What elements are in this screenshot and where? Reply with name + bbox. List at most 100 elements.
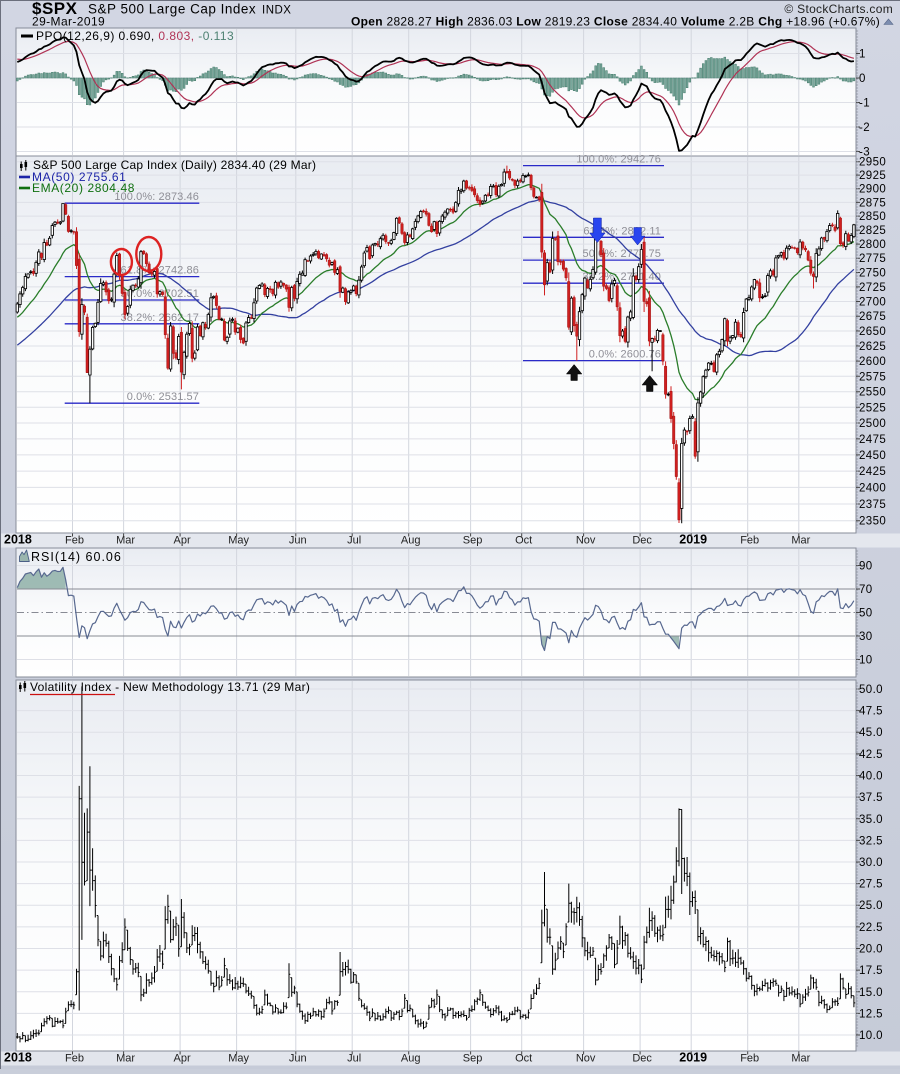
svg-text:10: 10 [859, 655, 873, 667]
svg-text:2800: 2800 [859, 239, 886, 251]
svg-text:0.0%: 2600.76: 0.0%: 2600.76 [589, 349, 661, 361]
svg-text:Apr: Apr [174, 535, 191, 547]
svg-text:2525: 2525 [859, 402, 886, 414]
svg-text:45.0: 45.0 [859, 727, 883, 739]
svg-text:0: 0 [859, 73, 866, 85]
svg-text:Feb: Feb [740, 535, 759, 547]
svg-text:2350: 2350 [859, 516, 886, 528]
svg-text:Nov: Nov [576, 1053, 596, 1065]
svg-text:2950: 2950 [859, 157, 886, 169]
svg-text:Jun: Jun [289, 535, 307, 547]
svg-text:90: 90 [859, 561, 873, 573]
svg-text:RSI(14) 60.06: RSI(14) 60.06 [31, 550, 122, 564]
svg-text:2725: 2725 [859, 282, 886, 294]
svg-text:38.2%: 2662.17: 38.2%: 2662.17 [121, 312, 199, 324]
svg-text:30.0: 30.0 [859, 857, 883, 869]
svg-text:Sep: Sep [463, 535, 483, 547]
svg-text:50: 50 [859, 608, 873, 620]
svg-text:2875: 2875 [859, 197, 886, 209]
svg-text:Feb: Feb [65, 535, 84, 547]
svg-text:2550: 2550 [859, 387, 886, 399]
svg-text:47.5: 47.5 [859, 706, 883, 718]
svg-text:May: May [228, 535, 249, 547]
svg-text:50.0: 50.0 [859, 684, 883, 696]
svg-text:2575: 2575 [859, 371, 886, 383]
svg-text:35.0: 35.0 [859, 814, 883, 826]
svg-text:25.0: 25.0 [859, 900, 883, 912]
svg-text:Oct: Oct [515, 1053, 532, 1065]
svg-text:40.0: 40.0 [859, 771, 883, 783]
svg-text:-2: -2 [859, 122, 870, 134]
svg-text:Mar: Mar [791, 1053, 810, 1065]
svg-text:Sep: Sep [463, 1053, 483, 1065]
svg-text:15.0: 15.0 [859, 987, 883, 999]
svg-text:2019: 2019 [679, 533, 707, 547]
svg-text:29-Mar-2019: 29-Mar-2019 [32, 15, 105, 29]
svg-text:2925: 2925 [859, 170, 886, 182]
svg-text:22.5: 22.5 [859, 922, 883, 934]
svg-text:2625: 2625 [859, 341, 886, 353]
svg-text:Jul: Jul [347, 1053, 361, 1065]
svg-text:Volatility Index - New Methodo: Volatility Index - New Methodology 13.71… [30, 680, 310, 694]
svg-text:Mar: Mar [116, 1053, 135, 1065]
svg-text:2375: 2375 [859, 499, 886, 511]
svg-text:2600: 2600 [859, 356, 886, 368]
svg-text:Feb: Feb [65, 1053, 84, 1065]
svg-text:1: 1 [859, 49, 866, 61]
svg-text:$SPX: $SPX [32, 0, 78, 18]
svg-text:Dec: Dec [632, 535, 652, 547]
svg-text:Dec: Dec [632, 1053, 652, 1065]
svg-text:Apr: Apr [174, 1053, 191, 1065]
svg-text:S&P 500 Large Cap Index: S&P 500 Large Cap Index [88, 2, 256, 17]
svg-text:2500: 2500 [859, 418, 886, 430]
svg-text:2700: 2700 [859, 297, 886, 309]
svg-text:Aug: Aug [401, 535, 421, 547]
svg-text:2650: 2650 [859, 326, 886, 338]
svg-text:38.2%: 2731.40: 38.2%: 2731.40 [583, 271, 661, 283]
svg-text:2750: 2750 [859, 268, 886, 280]
svg-text:Mar: Mar [791, 535, 810, 547]
svg-text:-1: -1 [859, 98, 870, 110]
svg-text:100.0%: 2873.46: 100.0%: 2873.46 [114, 191, 199, 203]
svg-text:MA(50) 2755.61: MA(50) 2755.61 [32, 170, 126, 184]
svg-text:Aug: Aug [401, 1053, 421, 1065]
svg-text:20.0: 20.0 [859, 944, 883, 956]
svg-text:2019: 2019 [679, 1051, 707, 1065]
svg-text:Nov: Nov [576, 535, 596, 547]
svg-text:2018: 2018 [4, 533, 32, 547]
svg-text:-3: -3 [859, 147, 870, 159]
svg-text:© StockCharts.com: © StockCharts.com [784, 2, 893, 16]
svg-text:42.5: 42.5 [859, 749, 883, 761]
svg-text:2018: 2018 [4, 1051, 32, 1065]
svg-text:2450: 2450 [859, 450, 886, 462]
svg-text:EMA(20) 2804.48: EMA(20) 2804.48 [32, 181, 135, 195]
svg-text:Jun: Jun [289, 1053, 307, 1065]
svg-text:27.5: 27.5 [859, 879, 883, 891]
svg-text:70: 70 [859, 584, 873, 596]
svg-text:2900: 2900 [859, 184, 886, 196]
svg-text:S&P 500 Large Cap Index (Daily: S&P 500 Large Cap Index (Daily) 2834.40 … [33, 158, 316, 172]
svg-text:PPO(12,26,9) 0.690, 0.803, -0.: PPO(12,26,9) 0.690, 0.803, -0.113 [36, 29, 234, 43]
svg-text:32.5: 32.5 [859, 835, 883, 847]
svg-text:2775: 2775 [859, 253, 886, 265]
svg-text:Feb: Feb [740, 1053, 759, 1065]
svg-text:Jul: Jul [347, 535, 361, 547]
svg-text:10.0: 10.0 [859, 1030, 883, 1042]
svg-text:0.0%: 2531.57: 0.0%: 2531.57 [127, 391, 199, 403]
svg-text:30: 30 [859, 631, 873, 643]
svg-text:2675: 2675 [859, 311, 886, 323]
svg-text:2425: 2425 [859, 466, 886, 478]
svg-text:2475: 2475 [859, 434, 886, 446]
svg-text:37.5: 37.5 [859, 792, 883, 804]
svg-text:12.5: 12.5 [859, 1008, 883, 1020]
svg-text:Oct: Oct [515, 535, 532, 547]
svg-text:2825: 2825 [859, 225, 886, 237]
svg-text:2850: 2850 [859, 211, 886, 223]
svg-text:100.0%: 2942.76: 100.0%: 2942.76 [576, 154, 661, 166]
svg-text:INDX: INDX [262, 5, 291, 17]
svg-text:Mar: Mar [116, 535, 135, 547]
svg-text:2400: 2400 [859, 482, 886, 494]
svg-text:Open 2828.27 High 2836.03 Low: Open 2828.27 High 2836.03 Low 2819.23 Cl… [351, 15, 880, 29]
svg-text:17.5: 17.5 [859, 965, 883, 977]
svg-text:May: May [228, 1053, 249, 1065]
